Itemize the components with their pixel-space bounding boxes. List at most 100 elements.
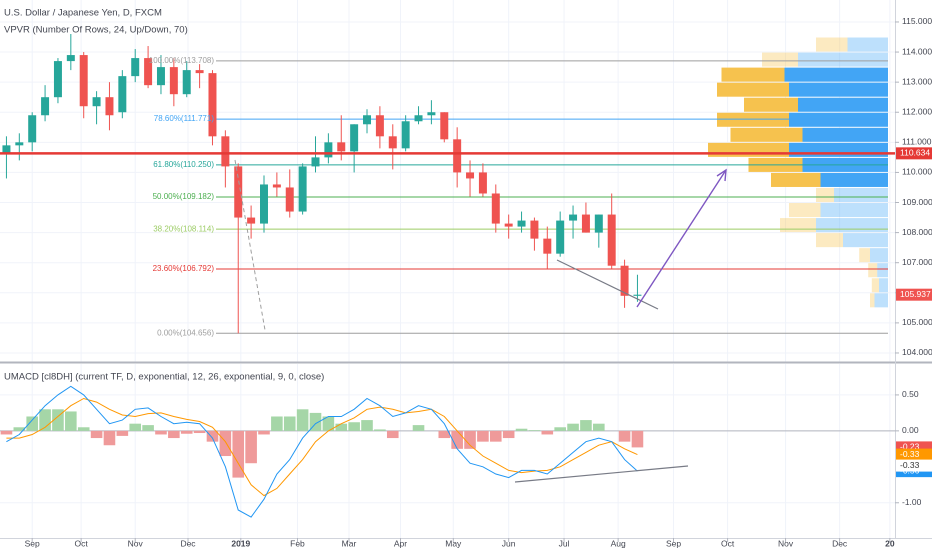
volume-up [816, 218, 888, 233]
price-label: -0.33 [900, 449, 920, 459]
y-tick-label: 115.000 [902, 16, 932, 26]
macd-title: UMACD [cl8DH] (current TF, D, exponentia… [4, 372, 324, 383]
volume-down [870, 293, 875, 308]
price-label: -0.23 [900, 442, 920, 452]
candle-body [92, 97, 101, 107]
histogram-bar [477, 430, 489, 442]
line-series [6, 397, 638, 497]
y-tick-label: 105.000 [902, 317, 932, 327]
candle-body [156, 67, 165, 86]
volume-up [834, 187, 888, 203]
histogram-bar [374, 429, 386, 431]
candle-body [556, 220, 565, 254]
y-tick-label: -1.00 [902, 497, 922, 507]
volume-up [798, 97, 888, 112]
x-tick-label: 2019 [231, 538, 250, 548]
histogram-bar [129, 423, 142, 431]
price-label: -0.33 [900, 460, 920, 470]
candle-body [15, 142, 24, 146]
candle-body [375, 115, 384, 137]
volume-up [874, 293, 888, 308]
candle-body [2, 145, 11, 155]
volume-down [789, 203, 821, 218]
x-tick-label: Mar [342, 538, 357, 548]
volume-up [843, 233, 888, 248]
x-tick-label: Apr [394, 538, 407, 548]
candle-body [247, 217, 256, 224]
candle-body [607, 214, 616, 266]
candle-body [466, 172, 475, 179]
volume-up [870, 248, 888, 263]
volume-down [708, 142, 789, 157]
volume-down [871, 278, 879, 293]
chart-title: U.S. Dollar / Japanese Yen, D, FXCM [4, 8, 162, 19]
y-tick-label: 110.000 [902, 167, 932, 177]
histogram-bar [580, 420, 592, 431]
histogram-bar [348, 422, 360, 431]
y-tick-label: 0.50 [902, 389, 919, 399]
x-tick-label: 20 [885, 538, 895, 548]
candle-body [66, 55, 75, 62]
histogram-bar [489, 430, 502, 442]
histogram-bar [39, 409, 51, 431]
candle-body [504, 223, 513, 227]
x-tick-label: Sep [666, 538, 681, 548]
x-tick-label: Jun [502, 538, 516, 548]
volume-down [717, 112, 789, 127]
candle-body [53, 61, 62, 98]
price-label: 110.634 [900, 148, 930, 158]
volume-up [798, 52, 888, 67]
volume-down [717, 82, 789, 97]
fib-label: 50.00%(109.182) [153, 192, 215, 201]
candle-body [208, 73, 217, 137]
candle-body [182, 70, 191, 95]
candle-body [620, 265, 629, 296]
histogram-bar [142, 425, 154, 431]
price-label-box [896, 147, 932, 160]
fib-label: 38.20%(108.114) [153, 224, 214, 233]
histogram-bar [0, 430, 13, 435]
histogram-bar [464, 430, 476, 449]
y-tick-label: 109.000 [902, 197, 932, 207]
arrow-head [716, 168, 727, 182]
x-tick-label: Sep [25, 538, 40, 548]
volume-down [859, 248, 870, 263]
candle-body [272, 184, 281, 188]
fib-anchor-line [234, 159, 266, 331]
histogram-bar [296, 409, 309, 431]
histogram-bar [618, 430, 631, 442]
y-tick-label: 108.000 [902, 227, 932, 237]
y-tick-label: 111.000 [902, 137, 932, 147]
y-tick-label: 114.000 [902, 46, 932, 56]
x-tick-label: Oct [75, 538, 89, 548]
histogram-bar [554, 427, 566, 431]
candle-body [491, 193, 500, 224]
price-label: 105.937 [900, 289, 931, 299]
candle-body [298, 166, 307, 212]
grid-layer [0, 0, 895, 538]
y-tick-label: 0.00 [902, 425, 919, 435]
volume-down [780, 218, 816, 233]
price-label-box [896, 288, 932, 301]
candle-body [414, 115, 423, 122]
macd-trend-line [514, 465, 689, 483]
candle-body [543, 238, 552, 254]
histogram-bar [386, 430, 399, 439]
candle-body [440, 112, 449, 140]
candle-body [581, 214, 590, 233]
volume-up [784, 67, 888, 82]
y-tick-label: 104.000 [902, 347, 932, 357]
candle-body [79, 55, 88, 107]
candle-body [260, 184, 268, 224]
volume-down [816, 187, 834, 203]
fib-label: 61.80%(110.250) [153, 160, 214, 169]
histogram-bar [193, 430, 206, 434]
x-tick-label: Feb [290, 538, 305, 548]
fib-label: 100.00%(113.708) [149, 56, 215, 65]
candle-body [363, 115, 372, 125]
line-series [6, 385, 638, 518]
candle-body [234, 166, 243, 218]
histogram-bar [116, 430, 129, 436]
volume-up [877, 263, 888, 278]
